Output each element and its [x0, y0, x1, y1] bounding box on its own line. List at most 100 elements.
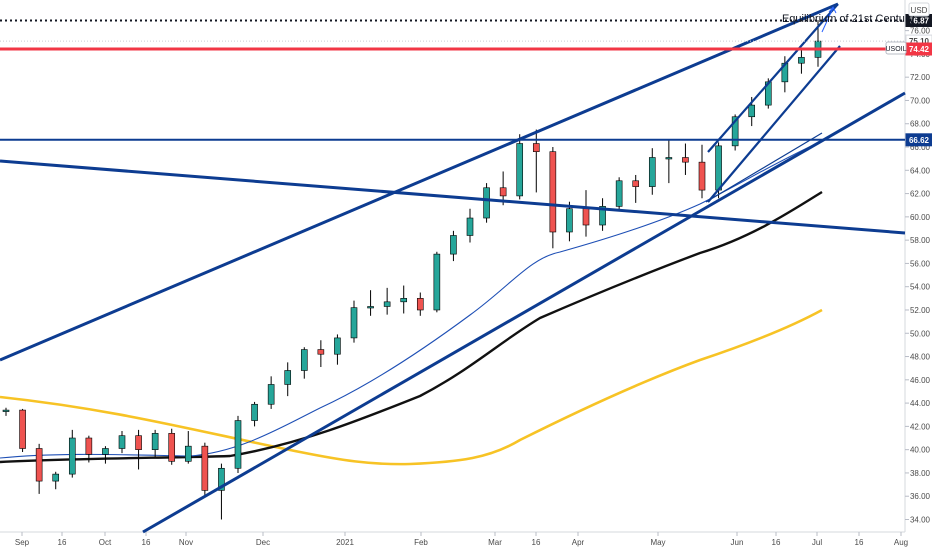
price-tag: 74.42 — [905, 42, 932, 56]
x-tick-label: 16 — [58, 538, 67, 547]
y-tick-label: 60.00 — [910, 213, 931, 222]
candle — [599, 198, 606, 231]
y-tick-label: 72.00 — [910, 73, 931, 82]
candle — [300, 347, 308, 379]
candle-body — [798, 57, 805, 64]
candle — [35, 443, 43, 494]
candle-body — [35, 448, 43, 482]
rising-channel-upper — [707, 3, 839, 153]
candle — [798, 49, 805, 74]
horizontal-levels[interactable] — [0, 19, 905, 141]
candle-body — [400, 298, 408, 303]
candle — [367, 290, 374, 316]
y-tick-label: 50.00 — [910, 329, 931, 338]
x-tick-label: Jul — [812, 538, 822, 547]
ma-200-line — [0, 308, 823, 466]
candle-body — [68, 437, 76, 475]
candle-body — [184, 445, 192, 462]
y-tick-label: 34.00 — [910, 516, 931, 525]
candle-body — [367, 306, 374, 309]
currency-tag[interactable]: USD — [908, 2, 930, 17]
candle-body — [19, 409, 26, 449]
candle — [284, 362, 292, 397]
candle-body — [151, 433, 159, 450]
candle — [350, 300, 358, 343]
candle-body — [499, 187, 507, 197]
y-tick-label: 38.00 — [910, 469, 931, 478]
candle — [682, 143, 689, 175]
candle — [383, 287, 391, 315]
candle-body — [52, 473, 60, 482]
x-tick-label: Oct — [99, 538, 112, 547]
price-tag-bg — [905, 133, 932, 147]
price-tag-label: 74.42 — [909, 45, 930, 54]
y-tick-label: 54.00 — [910, 283, 931, 292]
candle-body — [383, 301, 391, 307]
candle — [52, 471, 60, 490]
candle-body — [566, 208, 573, 233]
candle — [317, 340, 325, 368]
candle-body — [665, 157, 673, 160]
candle — [615, 177, 623, 210]
candle — [118, 431, 126, 454]
x-tick-label: Aug — [894, 538, 908, 547]
x-tick-label: Sep — [15, 538, 30, 547]
candle-body — [201, 445, 209, 491]
candle — [102, 446, 109, 464]
candle — [151, 429, 159, 457]
candle-body — [549, 151, 557, 233]
candle-body — [648, 157, 656, 187]
x-tick-label: 16 — [532, 538, 541, 547]
x-tick-label: Feb — [414, 538, 428, 547]
candle-body — [317, 349, 325, 355]
time-axis[interactable]: Sep 16 Oct 16 Nov Dec 2021 Feb Mar 16 Apr May Jun 16 J… — [15, 532, 908, 547]
y-tick-label: 68.00 — [910, 120, 931, 129]
x-tick-label: May — [650, 538, 665, 547]
x-tick-label: Nov — [179, 538, 193, 547]
candle-body — [284, 370, 292, 385]
projection-arrow — [821, 7, 834, 33]
candle — [566, 201, 573, 242]
price-tag-label: 76.87 — [909, 16, 930, 25]
ma-100-line — [0, 190, 823, 464]
price-axis[interactable]: 34.00 36.00 38.00 40.00 42.00 44.00 46.00 48.00… — [905, 27, 931, 525]
candle-body — [334, 337, 341, 355]
candle — [450, 230, 457, 262]
candle-body — [118, 435, 126, 449]
x-tick-label: 16 — [142, 538, 151, 547]
rising-channel-lower — [707, 45, 841, 203]
trendline-drawings[interactable] — [0, 2, 906, 534]
x-tick-label: 16 — [772, 538, 781, 547]
currency-label: USD — [911, 6, 928, 15]
candle-body — [698, 161, 706, 191]
candle — [483, 183, 490, 223]
x-tick-label: Mar — [488, 538, 502, 547]
candle-body — [516, 143, 524, 197]
candle — [698, 144, 706, 199]
y-tick-label: 44.00 — [910, 399, 931, 408]
price-tag-label: 66.62 — [909, 136, 930, 145]
y-tick-label: 36.00 — [910, 492, 931, 501]
channel-top-trendline — [0, 2, 839, 362]
candle — [665, 140, 673, 184]
x-tick-label: Dec — [256, 538, 270, 547]
x-tick-label: Jun — [731, 538, 744, 547]
candle — [516, 134, 524, 200]
symbol-label: USOIL — [885, 46, 906, 53]
candle — [184, 431, 192, 464]
candle — [201, 442, 209, 497]
candle-body — [267, 384, 275, 405]
candle — [334, 334, 341, 365]
candle — [416, 292, 424, 316]
candle-body — [416, 298, 424, 311]
candle-body — [85, 437, 93, 455]
candle-body — [615, 180, 623, 207]
rising-support-trendline — [142, 91, 906, 534]
candle — [549, 147, 557, 249]
x-tick-label: 2021 — [336, 538, 354, 547]
symbol-tag: USOIL — [885, 41, 907, 55]
projection-arrowhead — [828, 6, 837, 14]
y-tick-label: 40.00 — [910, 446, 931, 455]
